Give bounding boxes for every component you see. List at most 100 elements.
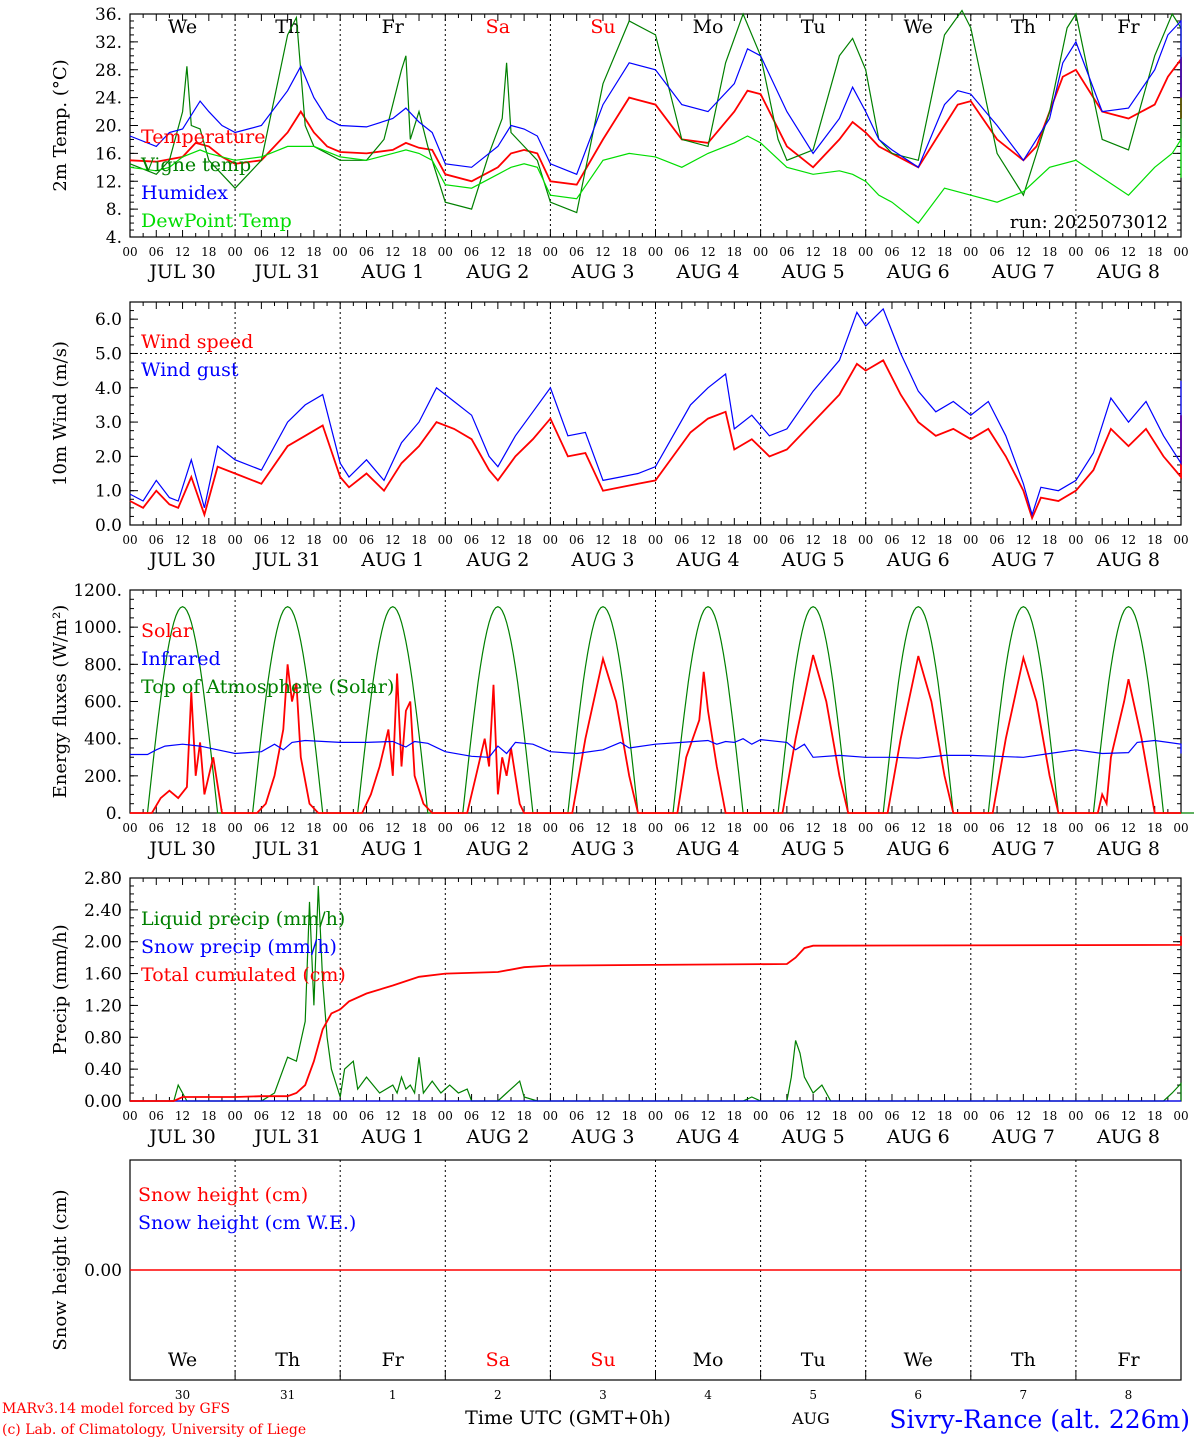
x-tick-label: 06 [674, 245, 689, 259]
series-humidex [129, 19, 1182, 176]
x-tick-label: 06 [779, 1109, 794, 1123]
series-total-cumulated-cm [130, 936, 1182, 1102]
x-tick-label: 12 [911, 1109, 926, 1123]
series-wind-gust [129, 307, 1182, 517]
y-tick-label: 8. [106, 200, 122, 220]
x-tick-label: 00 [858, 821, 873, 835]
date-label: AUG 3 [570, 261, 634, 283]
x-tick-label: 12 [385, 1109, 400, 1123]
x-tick-label: 18 [516, 245, 531, 259]
weekday-label: We [904, 1349, 933, 1371]
x-tick-label: 18 [937, 533, 952, 547]
x-tick-label: 18 [1042, 1109, 1057, 1123]
x-tick-label: 18 [411, 245, 426, 259]
x-tick-label: 00 [753, 533, 768, 547]
x-tick-label: 00 [963, 533, 978, 547]
x-tick-label: 00 [333, 821, 348, 835]
x-tick-label: 12 [595, 1109, 610, 1123]
x-tick-label: 18 [1147, 1109, 1162, 1123]
x-tick-label: 18 [306, 1109, 321, 1123]
y-tick-label: 2.00 [84, 933, 122, 953]
y-tick-label: 0.40 [84, 1060, 122, 1080]
x-tick-label: 12 [700, 821, 715, 835]
series-wind-speed [129, 359, 1182, 521]
x-tick-label: 18 [832, 821, 847, 835]
x-tick-label: 18 [1147, 533, 1162, 547]
day-number-label: 1 [389, 1388, 397, 1402]
date-label: AUG 5 [781, 838, 845, 860]
x-tick-label: 00 [438, 821, 453, 835]
y-tick-label: 24. [95, 89, 122, 109]
x-tick-label: 18 [201, 821, 216, 835]
credit-line-1: MARv3.14 model forced by GFS [2, 1401, 230, 1417]
x-tick-label: 00 [333, 533, 348, 547]
x-tick-label: 18 [411, 1109, 426, 1123]
y-axis-label: Precip (mm/h) [50, 924, 71, 1054]
y-tick-label: 1000. [73, 618, 122, 638]
x-tick-label: 18 [832, 245, 847, 259]
series-dewpoint-temp [129, 135, 1182, 224]
legend-entry: Vigne temp [140, 154, 251, 176]
x-tick-label: 00 [543, 1109, 558, 1123]
y-tick-label: 0.00 [84, 1092, 122, 1112]
x-tick-label: 18 [516, 1109, 531, 1123]
x-tick-label: 00 [753, 1109, 768, 1123]
x-tick-label: 12 [175, 1109, 190, 1123]
x-tick-label: 00 [122, 245, 137, 259]
date-label: JUL 31 [252, 549, 320, 571]
y-tick-label: 200. [84, 767, 122, 787]
x-tick-label: 12 [385, 533, 400, 547]
x-tick-label: 12 [1121, 1109, 1136, 1123]
x-tick-label: 06 [464, 245, 479, 259]
weekday-label: Su [590, 16, 615, 38]
x-tick-label: 00 [438, 533, 453, 547]
day-number-label: 31 [280, 1388, 295, 1402]
x-tick-label: 12 [595, 245, 610, 259]
x-tick-label: 12 [490, 821, 505, 835]
y-tick-label: 2.40 [84, 901, 122, 921]
x-tick-label: 12 [175, 821, 190, 835]
date-label: AUG 8 [1096, 838, 1160, 860]
x-tick-label: 06 [569, 533, 584, 547]
x-tick-label: 00 [858, 245, 873, 259]
series-solar [130, 654, 1181, 814]
x-tick-label: 00 [227, 245, 242, 259]
y-tick-label: 6.0 [95, 310, 122, 330]
weekday-label: Su [590, 1349, 615, 1371]
series-liquid-precip-mm-h [130, 885, 1182, 1102]
date-label: AUG 3 [570, 549, 634, 571]
x-tick-label: 12 [806, 821, 821, 835]
y-axis-label: 10m Wind (m/s) [50, 341, 71, 486]
legend-entry: Snow height (cm) [138, 1184, 308, 1206]
x-tick-label: 06 [884, 245, 899, 259]
date-label: AUG 1 [360, 549, 424, 571]
y-tick-label: 1.20 [84, 996, 122, 1016]
panel-3: 00 06 12 18 00 06 12 18 00 06 12 18 00 06 12 18 00 06 12 18… [50, 581, 1194, 860]
x-tick-label: 06 [254, 245, 269, 259]
x-tick-label: 06 [359, 533, 374, 547]
legend-entry: Snow height (cm W.E.) [138, 1212, 356, 1234]
x-tick-label: 18 [622, 533, 637, 547]
weekday-label: Fr [1117, 1349, 1140, 1371]
weekday-label: We [168, 1349, 197, 1371]
weekday-label: Fr [1117, 16, 1140, 38]
x-tick-label: 06 [674, 821, 689, 835]
x-tick-label: 18 [201, 1109, 216, 1123]
x-tick-label: 18 [411, 821, 426, 835]
y-tick-label: 400. [84, 730, 122, 750]
x-tick-label: 12 [700, 1109, 715, 1123]
date-label: AUG 1 [360, 838, 424, 860]
y-tick-label: 16. [95, 144, 122, 164]
legend-entry: Wind gust [141, 359, 239, 381]
x-tick-label: 12 [1016, 245, 1031, 259]
x-tick-label: 00 [858, 533, 873, 547]
x-tick-label: 06 [674, 1109, 689, 1123]
series-toa-solar [146, 606, 1194, 814]
y-axis-label: Energy fluxes (W/m²) [50, 605, 71, 799]
day-number-label: 7 [1020, 1388, 1028, 1402]
x-tick-label: 18 [306, 533, 321, 547]
station-partial: AUG [791, 1409, 830, 1428]
x-tick-label: 18 [306, 821, 321, 835]
x-tick-label: 12 [806, 245, 821, 259]
x-tick-label: 00 [122, 533, 137, 547]
